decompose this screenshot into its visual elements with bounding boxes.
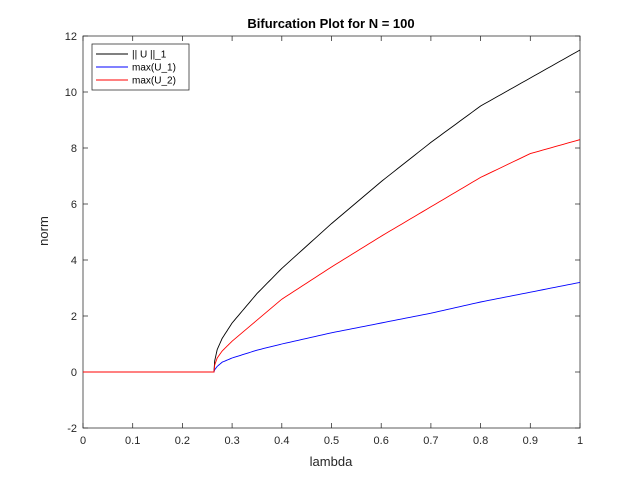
y-tick-label: -2 <box>67 423 77 435</box>
y-tick-label: 10 <box>65 87 77 99</box>
x-tick-label: 0.1 <box>125 435 140 447</box>
x-tick-label: 1 <box>577 435 583 447</box>
axes-box <box>82 35 581 429</box>
legend-entry: max(U_1) <box>132 63 176 74</box>
series-max-u2-line <box>83 139 580 373</box>
y-tick-label: 8 <box>71 143 77 155</box>
y-tick-label: 2 <box>71 311 77 323</box>
x-tick-label: 0 <box>80 435 86 447</box>
y-tick-label: 6 <box>71 199 77 211</box>
y-tick-label: 12 <box>65 31 77 43</box>
x-tick-label: 0.5 <box>324 435 339 447</box>
y-tick-label: 0 <box>71 367 77 379</box>
x-tick-label: 0.8 <box>473 435 488 447</box>
legend-entry: || U ||_1 <box>132 50 167 61</box>
x-tick-label: 0.4 <box>274 435 289 447</box>
series-u-norm-line <box>83 49 580 373</box>
series-max-u1-line <box>83 281 580 373</box>
legend: || U ||_1 max(U_1) max(U_2) <box>91 43 190 91</box>
x-tick-label: 0.6 <box>374 435 389 447</box>
chart-title: Bifurcation Plot for N = 100 <box>247 16 414 31</box>
legend-entry: max(U_2) <box>132 76 176 87</box>
x-tick-label: 0.9 <box>523 435 538 447</box>
x-tick-label: 0.3 <box>224 435 239 447</box>
y-tick-label: 4 <box>71 255 77 267</box>
x-tick-label: 0.2 <box>175 435 190 447</box>
x-tick-label: 0.7 <box>423 435 438 447</box>
legend-box <box>91 43 190 91</box>
x-axis-label: lambda <box>310 454 353 469</box>
y-axis-label: norm <box>36 216 51 246</box>
